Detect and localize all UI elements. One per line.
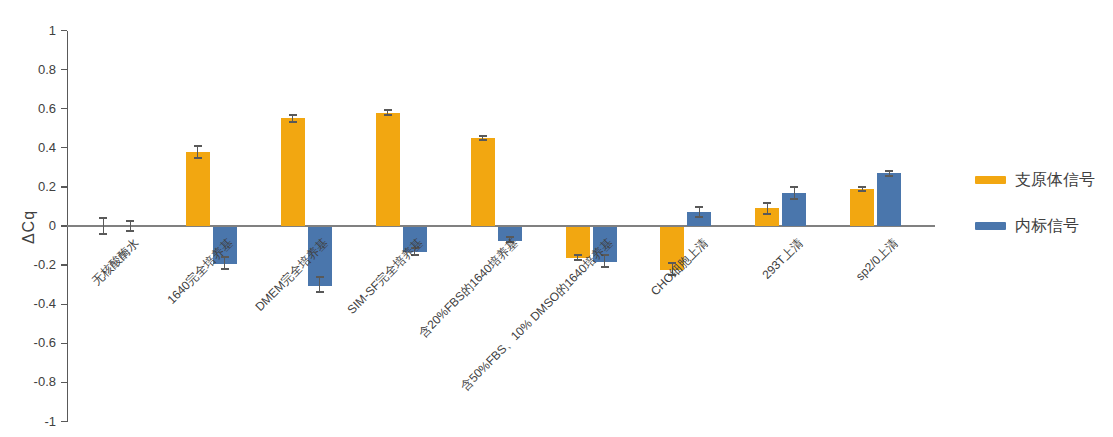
- y-axis-tick: [61, 108, 67, 109]
- error-bar-cap: [126, 230, 134, 232]
- error-bar-cap: [885, 170, 893, 172]
- y-axis-tick: [61, 264, 67, 265]
- error-bar-cap: [790, 198, 798, 200]
- y-axis-tick: [61, 30, 67, 31]
- mycoplasma-signal-bar: [281, 118, 305, 226]
- y-tick-label: 0.6: [14, 101, 56, 117]
- y-axis-tick: [61, 343, 67, 344]
- error-bar-cap: [99, 217, 107, 219]
- error-bar-cap: [574, 254, 582, 256]
- error-bar-cap: [316, 291, 324, 293]
- mycoplasma-signal-bar: [850, 189, 874, 226]
- y-tick-label: 1: [14, 23, 56, 39]
- error-bar-cap: [479, 135, 487, 137]
- error-bar-cap: [384, 114, 392, 116]
- y-tick-label: 0.8: [14, 62, 56, 78]
- error-bar-cap: [763, 213, 771, 215]
- error-bar-cap: [601, 266, 609, 268]
- y-tick-label: -0.2: [14, 257, 56, 273]
- delta-cq-bar-chart: ΔCq 10.80.60.40.20-0.2-0.4-0.6-0.8-1无核酸酶…: [0, 0, 1113, 437]
- error-bar-cap: [194, 157, 202, 159]
- y-tick-label: -0.8: [14, 374, 56, 390]
- legend: 支原体信号 内标信号: [975, 168, 1095, 260]
- error-bar: [319, 277, 320, 292]
- internal-control-signal-bar: [877, 173, 901, 226]
- error-bar-cap: [695, 216, 703, 218]
- y-tick-label: 0: [14, 218, 56, 234]
- plot-area: 10.80.60.40.20-0.2-0.4-0.6-0.8-1无核酸酶水164…: [0, 0, 1113, 437]
- error-bar-cap: [221, 268, 229, 270]
- y-tick-label: 0.2: [14, 179, 56, 195]
- error-bar-cap: [790, 186, 798, 188]
- error-bar-cap: [858, 186, 866, 188]
- mycoplasma-signal-swatch: [975, 176, 1006, 184]
- mycoplasma-signal-bar: [471, 138, 495, 226]
- error-bar-cap: [763, 202, 771, 204]
- y-axis-tick: [61, 69, 67, 70]
- y-axis-tick: [61, 382, 67, 383]
- legend-item-internal-control-signal: 内标信号: [975, 214, 1095, 238]
- error-bar-cap: [384, 109, 392, 111]
- error-bar-cap: [316, 276, 324, 278]
- error-bar-cap: [126, 220, 134, 222]
- y-tick-label: -0.4: [14, 296, 56, 312]
- y-axis-tick: [61, 186, 67, 187]
- error-bar-cap: [695, 206, 703, 208]
- legend-label: 支原体信号: [1015, 170, 1095, 191]
- error-bar-cap: [858, 190, 866, 192]
- legend-label: 内标信号: [1015, 216, 1079, 237]
- y-axis-tick: [61, 147, 67, 148]
- internal-control-signal-swatch: [975, 222, 1006, 230]
- legend-item-mycoplasma-signal: 支原体信号: [975, 168, 1095, 192]
- mycoplasma-signal-bar: [376, 113, 400, 226]
- error-bar-cap: [885, 175, 893, 177]
- error-bar-cap: [289, 114, 297, 116]
- y-tick-label: 0.4: [14, 140, 56, 156]
- error-bar-cap: [479, 139, 487, 141]
- error-bar-cap: [289, 121, 297, 123]
- error-bar: [103, 218, 104, 234]
- mycoplasma-signal-bar: [186, 152, 210, 226]
- error-bar-cap: [99, 233, 107, 235]
- error-bar-cap: [194, 145, 202, 147]
